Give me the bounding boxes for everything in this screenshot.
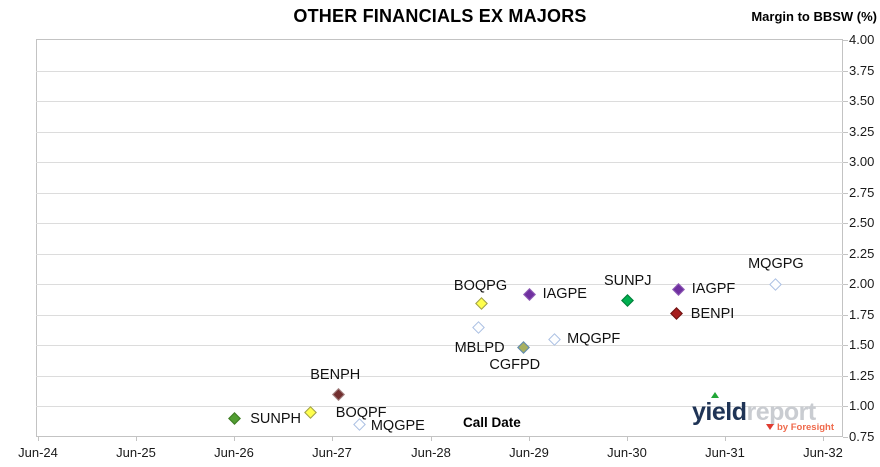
y-tick-mark (843, 101, 848, 102)
x-tick-mark (823, 437, 824, 441)
x-tick-label: Jun-27 (312, 445, 352, 460)
gridline (36, 71, 843, 72)
y-tick-label: 3.25 (849, 124, 875, 139)
gridline (36, 284, 843, 285)
y-tick-label: 0.75 (849, 429, 875, 444)
y-tick-label: 3.00 (849, 154, 875, 169)
y-tick-label: 3.50 (849, 93, 875, 108)
y-tick-mark (843, 345, 848, 346)
x-axis-title: Call Date (463, 415, 521, 430)
y-tick-label: 2.75 (849, 185, 875, 200)
logo-word-report: report (746, 398, 816, 426)
logo-wordmark: yieldreport (692, 392, 816, 427)
logo-down-triangle-icon (765, 424, 774, 431)
data-point-label-IAGPF: IAGPF (691, 281, 736, 298)
y-tick-label: 2.50 (849, 215, 875, 230)
gridline (36, 315, 843, 316)
data-point-label-MQGPG: MQGPG (748, 256, 804, 273)
x-tick-label: Jun-25 (116, 445, 156, 460)
x-tick-label: Jun-30 (607, 445, 647, 460)
y-tick-label: 3.75 (849, 63, 875, 78)
data-point-label-SUNPH: SUNPH (250, 410, 302, 427)
data-point-label-IAGPE: IAGPE (542, 286, 587, 303)
x-tick-label: Jun-31 (705, 445, 745, 460)
data-point-label-BOQPF: BOQPF (335, 404, 387, 421)
y-tick-mark (843, 223, 848, 224)
data-point-label-BENPI: BENPI (690, 305, 735, 322)
y-tick-mark (843, 406, 848, 407)
y-tick-label: 2.00 (849, 276, 875, 291)
y-tick-label: 1.00 (849, 398, 875, 413)
x-tick-mark (234, 437, 235, 441)
y-tick-mark (843, 284, 848, 285)
gridline (36, 254, 843, 255)
y-tick-mark (843, 193, 848, 194)
y-tick-mark (843, 71, 848, 72)
x-tick-mark (431, 437, 432, 441)
data-point-label-MQGPF: MQGPF (567, 331, 621, 348)
x-tick-mark (136, 437, 137, 441)
gridline (36, 345, 843, 346)
y-tick-mark (843, 437, 848, 438)
logo-byline: by Foresight (765, 422, 834, 433)
x-tick-mark (38, 437, 39, 441)
y-tick-mark (843, 162, 848, 163)
y-tick-label: 2.25 (849, 246, 875, 261)
x-tick-mark (725, 437, 726, 441)
data-point-label-MQGPE: MQGPE (370, 417, 425, 434)
logo-word-yield: yield (692, 392, 747, 426)
gridline (36, 162, 843, 163)
data-point-label-BOQPG: BOQPG (453, 277, 508, 294)
gridline (36, 101, 843, 102)
x-tick-mark (332, 437, 333, 441)
y-tick-mark (843, 376, 848, 377)
data-point-label-MBLPD: MBLPD (454, 340, 505, 357)
chart-title: OTHER FINANCIALS EX MAJORS (293, 6, 587, 26)
y-axis-title: Margin to BBSW (%) (751, 9, 877, 24)
gridline (36, 406, 843, 407)
y-tick-label: 1.50 (849, 337, 875, 352)
yieldreport-logo: yieldreport by Foresight (692, 392, 842, 433)
y-tick-label: 1.75 (849, 307, 875, 322)
x-tick-label: Jun-24 (18, 445, 58, 460)
x-tick-label: Jun-32 (803, 445, 843, 460)
x-tick-mark (529, 437, 530, 441)
gridline (36, 376, 843, 377)
plot-area (36, 39, 843, 437)
data-point-label-CGFPD: CGFPD (489, 356, 541, 373)
x-tick-label: Jun-29 (509, 445, 549, 460)
data-point-label-BENPH: BENPH (310, 367, 361, 384)
logo-up-triangle-icon (711, 392, 719, 398)
y-tick-mark (843, 315, 848, 316)
y-tick-mark (843, 132, 848, 133)
y-tick-label: 4.00 (849, 32, 875, 47)
y-tick-mark (843, 40, 848, 41)
y-tick-label: 1.25 (849, 368, 875, 383)
gridline (36, 223, 843, 224)
x-tick-mark (627, 437, 628, 441)
gridline (36, 193, 843, 194)
x-tick-label: Jun-26 (214, 445, 254, 460)
gridline (36, 132, 843, 133)
data-point-label-SUNPJ: SUNPJ (603, 273, 652, 290)
x-tick-label: Jun-28 (411, 445, 451, 460)
y-tick-mark (843, 254, 848, 255)
